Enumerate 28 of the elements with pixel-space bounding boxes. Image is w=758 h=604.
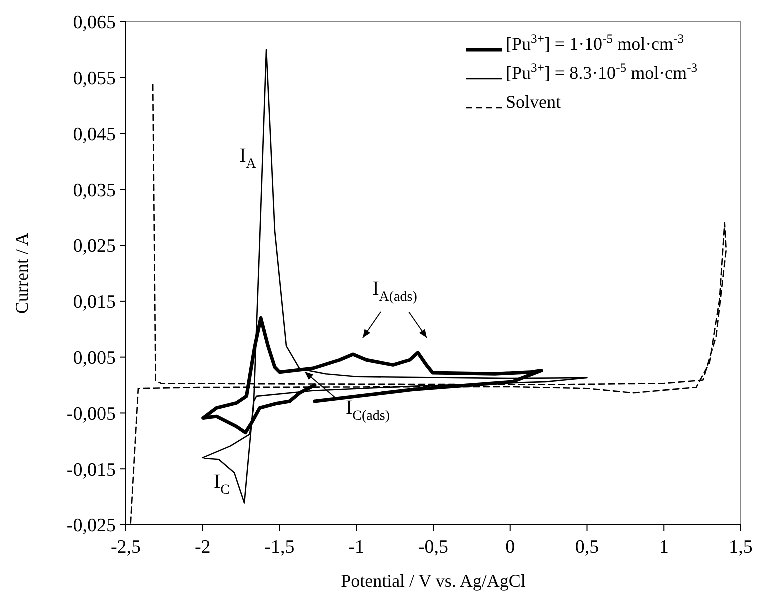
- y-tick-label: 0,025: [73, 236, 116, 258]
- y-tick-label: 0,045: [73, 124, 116, 146]
- y-tick-label: 0,015: [73, 292, 116, 314]
- y-tick-label: -0,015: [66, 460, 116, 481]
- annotation: I$_{A}$: [240, 145, 258, 172]
- x-tick-label: -0,5: [418, 537, 449, 558]
- y-tick-label: 0,055: [73, 68, 116, 90]
- y-tick-label: 0,035: [73, 180, 116, 202]
- annotation: I$_{C}$: [214, 471, 230, 498]
- x-tick-label: 1,5: [729, 537, 753, 558]
- x-axis-title: Potential / V vs. Ag/AgCl: [341, 571, 526, 591]
- legend-label: [Pu$^{3+}$] = 1·10$^{-5}$ mol·cm$^{-3}$: [506, 32, 684, 54]
- legend-label: Solvent: [506, 92, 562, 112]
- annotation: I$_{C(ads)}$: [346, 397, 390, 424]
- y-tick-label: -0,005: [66, 404, 116, 425]
- x-tick-label: -1,5: [264, 537, 295, 558]
- x-tick-label: -2: [194, 537, 211, 558]
- y-tick-label: -0,025: [66, 516, 116, 537]
- y-tick-label: 0,065: [73, 12, 116, 34]
- x-tick-label: 0,5: [575, 537, 600, 558]
- x-tick-label: -2,5: [110, 537, 142, 558]
- annotation: I$_{A(ads)}$: [372, 278, 418, 305]
- x-tick-label: -1: [348, 537, 365, 558]
- legend-label: [Pu$^{3+}$] = 8.3·10$^{-5}$ mol·cm$^{-3}$: [506, 60, 698, 83]
- x-tick-label: 0: [506, 537, 516, 558]
- y-axis-title: Current / A: [12, 233, 32, 314]
- x-tick-label: 1: [659, 537, 669, 558]
- y-tick-label: 0,005: [73, 348, 116, 369]
